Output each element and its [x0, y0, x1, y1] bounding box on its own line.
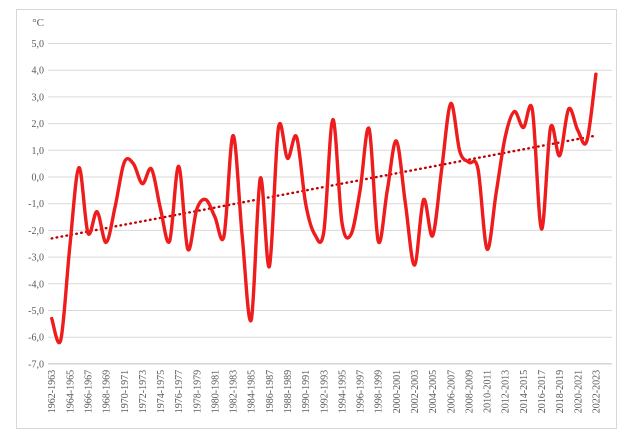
x-tick-label: 2018-2019: [555, 370, 566, 413]
x-tick-label: 1974-1975: [156, 370, 167, 413]
x-tick-label: 1990-1991: [301, 370, 312, 413]
y-tick-label: 5,0: [32, 39, 45, 50]
x-axis-tick-labels: 1962-1963 1964-1965 1966-1967 1968-1969 1970…: [47, 370, 602, 413]
x-tick-label: 1998-1999: [374, 370, 385, 413]
x-tick-label: 2010-2011: [483, 370, 494, 413]
y-tick-label: -5,0: [28, 306, 44, 317]
y-tick-label: -4,0: [28, 279, 44, 290]
gridlines: [48, 43, 612, 365]
x-tick-label: 2002-2003: [410, 370, 421, 413]
x-tick-label: 2006-2007: [446, 370, 457, 413]
x-tick-label: 1978-1979: [192, 370, 203, 413]
x-tick-label: 1982-1983: [229, 370, 240, 413]
x-tick-label: 1996-1997: [356, 370, 367, 413]
y-tick-label: -2,0: [28, 226, 44, 237]
y-axis-unit-label: °C: [32, 17, 44, 29]
x-tick-label: 2000-2001: [392, 370, 403, 413]
x-tick-label: 1970-1971: [120, 370, 131, 413]
y-tick-label: 3,0: [32, 92, 45, 103]
x-tick-label: 2016-2017: [537, 370, 548, 413]
x-tick-label: 1968-1969: [102, 370, 113, 413]
trend-line: [50, 134, 598, 240]
y-tick-label: -6,0: [28, 333, 44, 344]
chart-frame: [16, 9, 617, 429]
y-tick-label: 1,0: [32, 146, 45, 157]
x-tick-label: 1988-1989: [283, 370, 294, 413]
x-tick-label: 2008-2009: [464, 370, 475, 413]
y-tick-label: 4,0: [32, 66, 45, 77]
y-tick-label: -7,0: [28, 359, 44, 370]
x-tick-label: 1994-1995: [337, 370, 348, 413]
x-tick-label: 1984-1985: [247, 370, 258, 413]
x-tick-label: 1986-1987: [265, 370, 276, 413]
x-tick-label: 2012-2013: [501, 370, 512, 413]
y-tick-label: 2,0: [32, 119, 45, 130]
x-tick-label: 1964-1965: [65, 370, 76, 413]
y-axis-tick-labels: 5,0 4,0 3,0 2,0 1,0 0,0 -1,0 -2,0 -3,0 -4,0 -5,0 -6…: [28, 39, 44, 370]
temperature-series-line: [50, 72, 598, 345]
x-tick-label: 2014-2015: [519, 370, 530, 413]
x-tick-label: 1980-1981: [210, 370, 221, 413]
y-tick-label: -3,0: [28, 253, 44, 264]
x-tick-label: 1992-1993: [319, 370, 330, 413]
x-tick-label: 2004-2005: [428, 370, 439, 413]
x-tick-label: 2022-2023: [591, 370, 602, 413]
x-tick-label: 2020-2021: [573, 370, 584, 413]
y-tick-label: 0,0: [32, 173, 45, 184]
x-tick-label: 1976-1977: [174, 370, 185, 413]
x-tick-label: 1966-1967: [83, 370, 94, 413]
x-tick-label: 1972-1973: [138, 370, 149, 413]
y-tick-label: -1,0: [28, 199, 44, 210]
x-tick-label: 1962-1963: [47, 370, 58, 413]
